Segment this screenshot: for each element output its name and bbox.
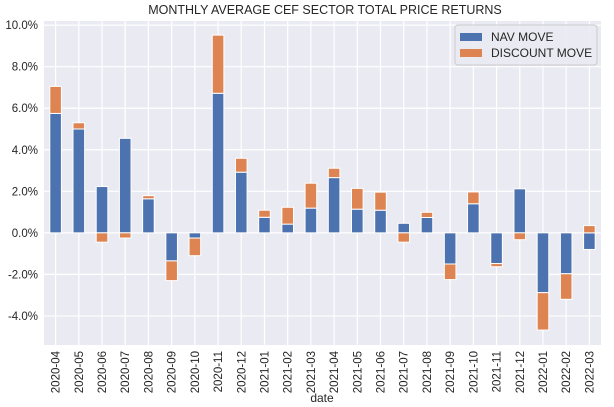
bar-discount-move (513, 232, 527, 241)
x-tick-label: 2020-05 (74, 351, 86, 393)
legend-swatch (460, 33, 482, 41)
bar-discount-move (420, 211, 434, 218)
bar-discount-move (72, 122, 86, 130)
x-tick-label: 2022-01 (538, 351, 550, 393)
bar-discount-move (490, 263, 503, 268)
bar-discount-move (327, 167, 341, 179)
plot-area (44, 21, 601, 345)
bar-nav-move (420, 216, 434, 234)
x-tick-label: 2021-06 (376, 351, 388, 393)
x-tick-label: 2021-12 (515, 351, 527, 393)
x-axis-ticks: 2020-04 2020-05 2020-06 2020-07 2020-08 2020-… (51, 350, 597, 393)
bar-discount-move (583, 225, 596, 234)
y-axis-ticks: -4.0% -2.0% 0.0% 2.0% 4.0% 6.0% 8.0% 10.0% (5, 20, 38, 323)
x-tick-label: 2021-01 (259, 351, 271, 393)
x-tick-label: 2021-10 (468, 351, 480, 393)
bar-discount-move (536, 292, 550, 331)
bar-discount-move (467, 191, 480, 205)
bar-nav-move (583, 232, 596, 250)
x-tick-label: 2020-09 (167, 351, 179, 393)
legend-swatch (460, 49, 482, 57)
bar-nav-move (397, 222, 411, 234)
x-tick-label: 2021-04 (329, 350, 341, 393)
x-tick-label: 2020-10 (190, 351, 202, 393)
y-tick-label: 8.0% (12, 62, 38, 74)
bar-discount-move (281, 206, 294, 225)
bar-nav-move (142, 198, 155, 234)
x-tick-label: 2021-11 (492, 351, 504, 392)
bar-nav-move (281, 223, 294, 234)
bar-discount-move (211, 34, 225, 94)
bar-discount-move (118, 232, 132, 239)
y-tick-label: -2.0% (8, 269, 38, 281)
bar-nav-move (304, 207, 318, 234)
legend: NAV MOVE DISCOUNT MOVE (454, 24, 598, 66)
x-tick-label: 2021-07 (399, 351, 411, 393)
x-tick-label: 2021-05 (352, 351, 364, 393)
bar-discount-move (234, 157, 248, 173)
bar-discount-move (188, 237, 202, 257)
bar-nav-move (490, 232, 503, 265)
x-tick-label: 2020-08 (143, 351, 155, 393)
bar-discount-move (559, 273, 573, 300)
bar-nav-move (536, 232, 550, 294)
x-tick-label: 2021-02 (283, 351, 295, 393)
y-tick-label: 2.0% (12, 186, 38, 198)
bar-discount-move (397, 232, 411, 243)
legend-label: DISCOUNT MOVE (491, 46, 592, 60)
bar-nav-move (351, 208, 364, 234)
y-tick-label: 4.0% (12, 145, 38, 157)
bar-nav-move (188, 232, 202, 239)
bar-nav-move (467, 203, 480, 234)
bar-nav-move (165, 232, 178, 262)
bar-discount-move (443, 263, 457, 281)
x-tick-label: 2020-11 (213, 351, 225, 392)
bar-discount-move (374, 191, 387, 211)
x-tick-label: 2022-02 (561, 351, 573, 393)
y-tick-label: 10.0% (5, 20, 38, 32)
x-tick-label: 2020-12 (236, 351, 248, 393)
legend-label: NAV MOVE (491, 30, 553, 44)
y-tick-label: 0.0% (12, 228, 38, 240)
x-tick-label: 2021-09 (445, 351, 457, 393)
y-tick-label: -4.0% (8, 311, 38, 323)
x-tick-label: 2022-03 (584, 351, 596, 393)
bar-discount-move (142, 195, 155, 200)
bar-nav-move (234, 171, 248, 234)
bar-nav-move (327, 177, 341, 234)
bar-discount-move (258, 209, 271, 218)
bar-discount-move (165, 260, 178, 282)
bar-discount-move (351, 187, 364, 210)
bar-discount-move (95, 232, 109, 243)
x-tick-label: 2021-08 (422, 351, 434, 393)
bar-nav-move (374, 209, 387, 234)
bar-nav-move (258, 216, 271, 234)
x-tick-label: 2021-03 (306, 351, 318, 393)
bar-nav-move (513, 188, 527, 234)
bar-nav-move (118, 137, 132, 234)
chart-title: MONTHLY AVERAGE CEF SECTOR TOTAL PRICE R… (148, 3, 502, 17)
bar-nav-move (443, 232, 457, 265)
x-axis-title: date (310, 391, 334, 405)
legend-box (454, 24, 598, 66)
bar-nav-move (559, 232, 573, 275)
bar-discount-move (49, 85, 62, 114)
bar-nav-move (49, 112, 62, 234)
y-tick-label: 6.0% (12, 103, 38, 115)
x-tick-label: 2020-06 (97, 351, 109, 393)
bar-nav-move (72, 128, 86, 234)
bar-nav-move (95, 186, 109, 234)
x-tick-label: 2020-07 (120, 351, 132, 393)
bar-discount-move (304, 182, 318, 209)
bar-nav-move (211, 92, 225, 234)
x-tick-label: 2020-04 (51, 350, 63, 393)
bars (49, 34, 596, 331)
